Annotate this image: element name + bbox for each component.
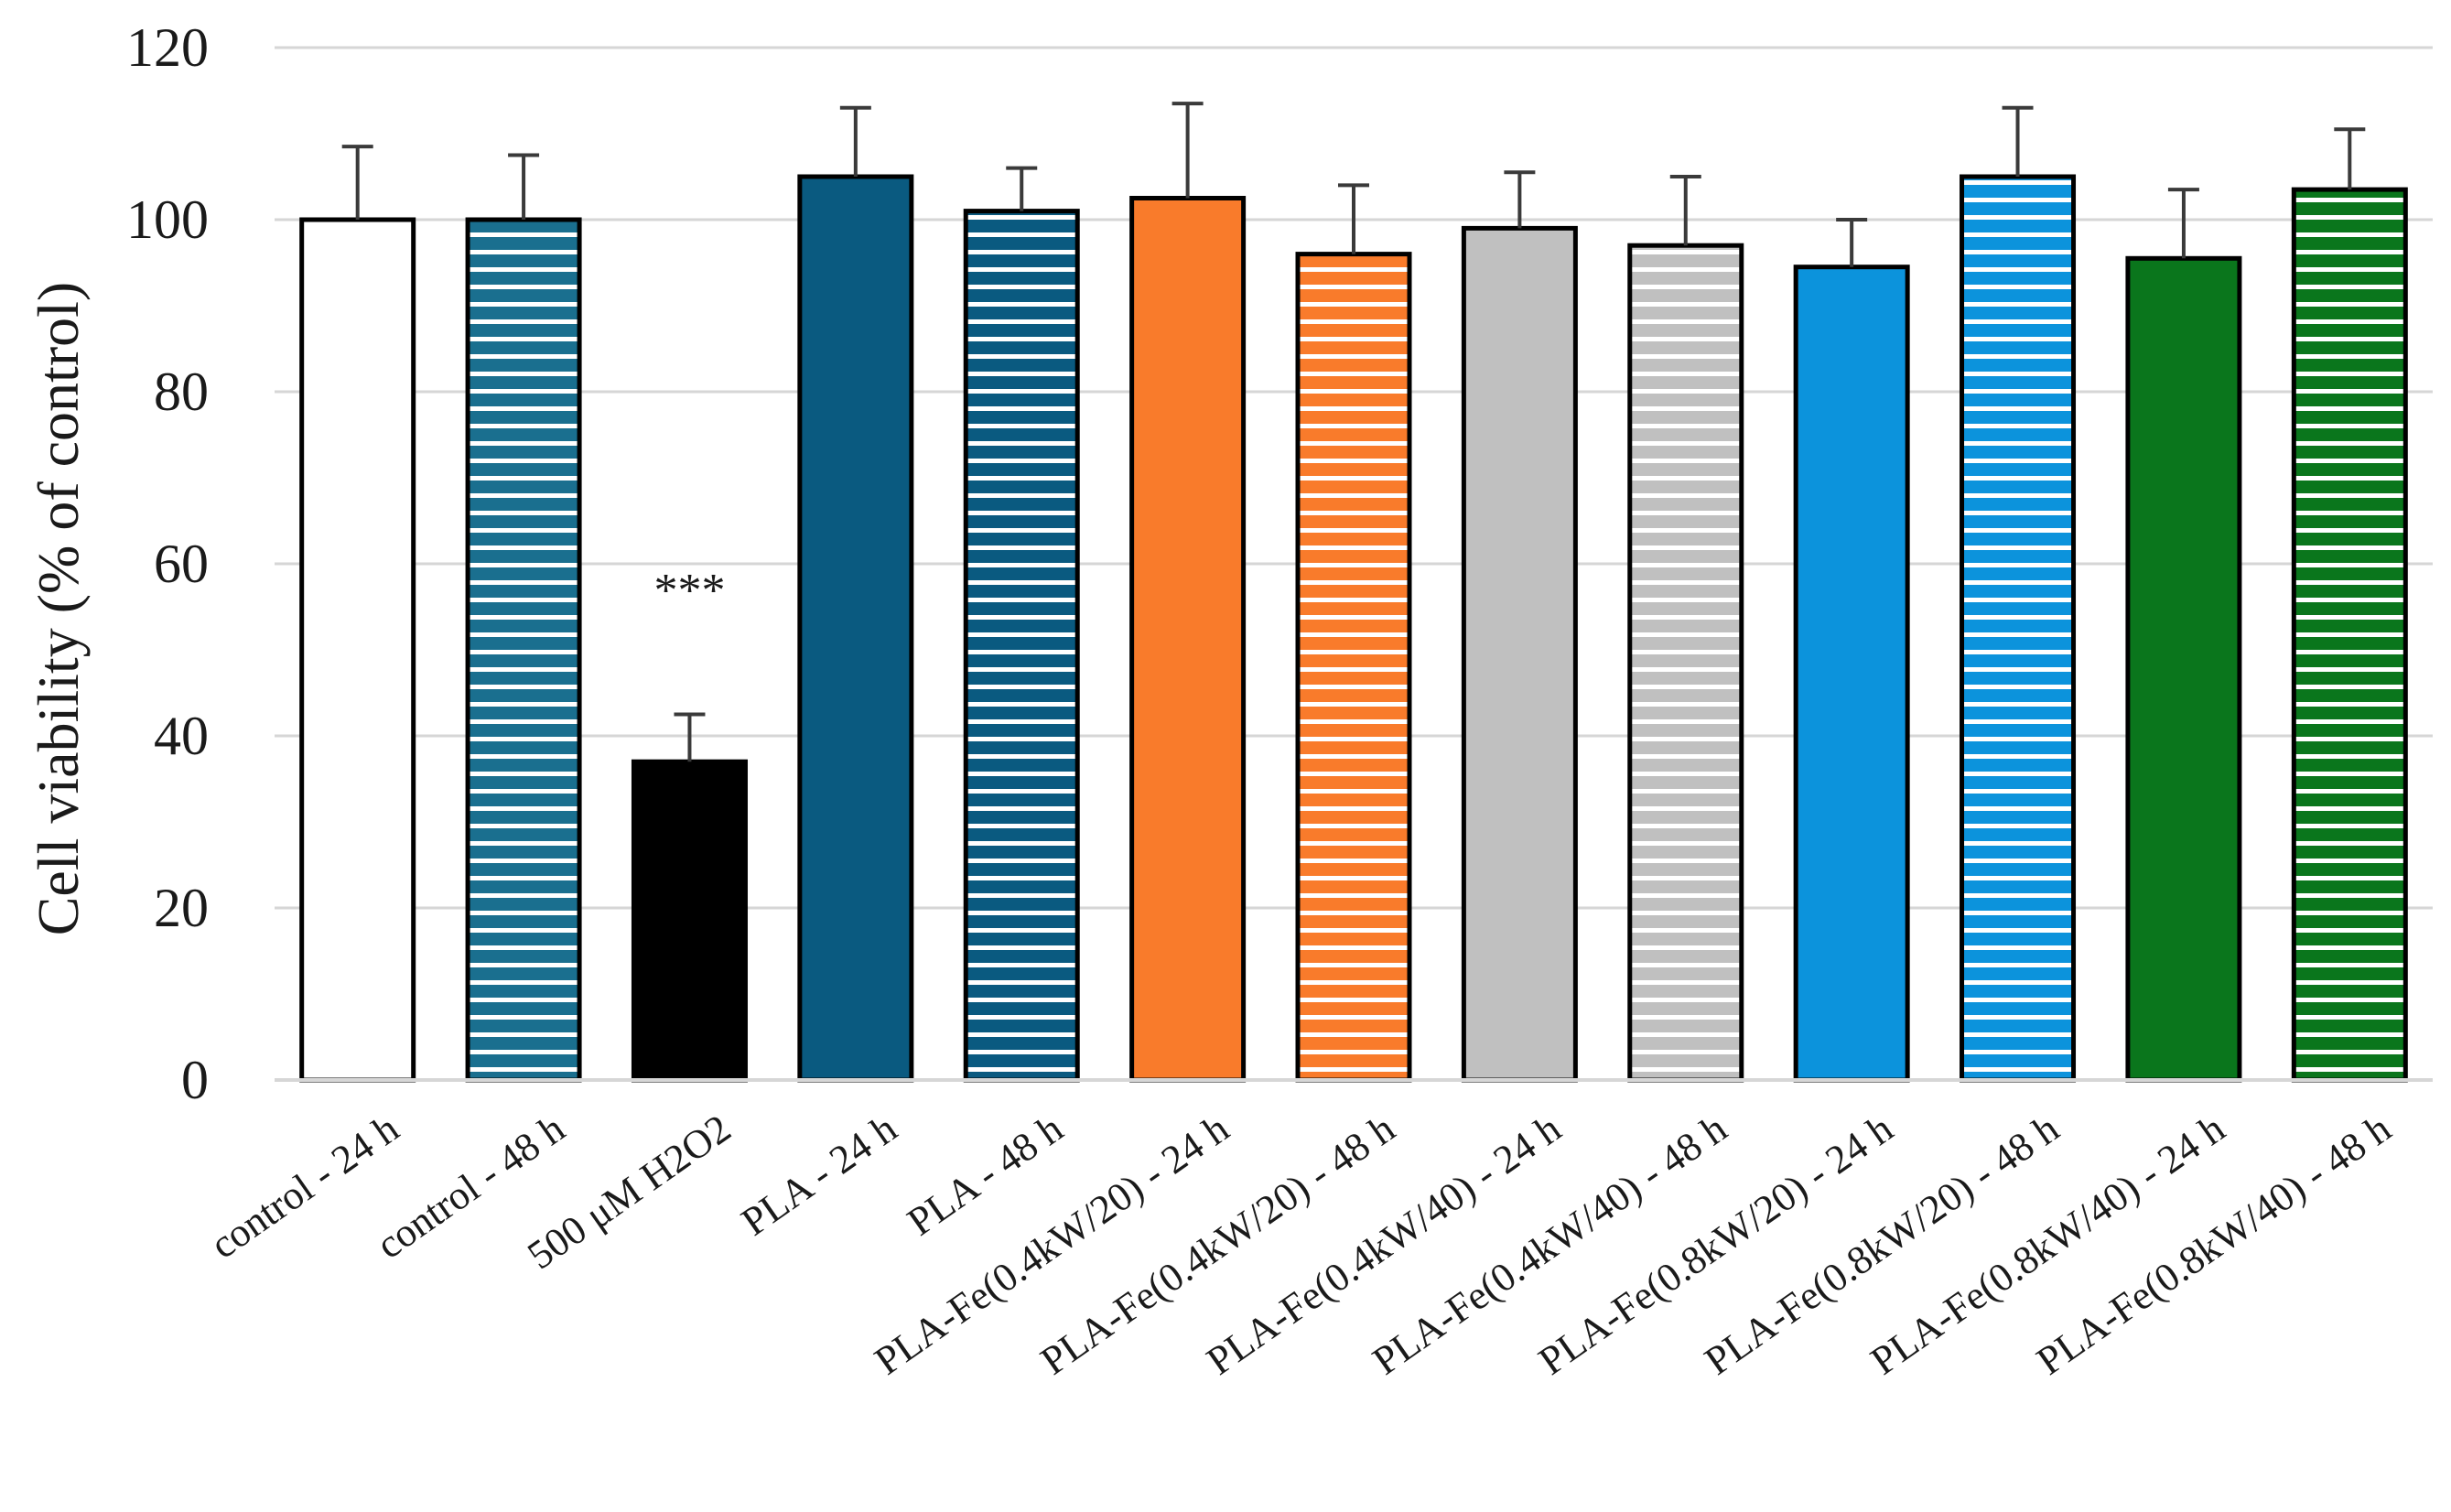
- error-bar: [1836, 218, 1868, 267]
- bar: [1129, 196, 1247, 1083]
- error-bar: [508, 153, 540, 220]
- y-axis-title: Cell viability (% of control): [26, 282, 91, 936]
- error-bar: [2334, 127, 2366, 190]
- bar: [797, 174, 914, 1083]
- y-tick-labels: 0 20 40 60 80 100 120: [126, 17, 209, 1110]
- y-tick-label: 100: [126, 189, 209, 250]
- bar: [2291, 187, 2408, 1083]
- y-tick-label: 20: [154, 878, 209, 938]
- error-bar: [1669, 175, 1701, 246]
- bars: [299, 174, 2408, 1083]
- annotations: ***: [653, 565, 725, 617]
- bar: [1627, 243, 1744, 1083]
- error-bar: [674, 712, 706, 762]
- y-tick-label: 40: [154, 706, 209, 766]
- error-bar: [1504, 170, 1536, 229]
- bar: [1793, 265, 1910, 1083]
- bar: [631, 759, 748, 1083]
- bar: [1295, 252, 1412, 1083]
- bar: [1461, 225, 1578, 1083]
- error-bar: [1172, 102, 1204, 199]
- y-tick-label: 0: [181, 1050, 209, 1110]
- error-bar: [1338, 183, 1369, 254]
- bar: [1960, 174, 2077, 1083]
- error-bar: [1006, 166, 1038, 211]
- error-bar: [839, 105, 871, 177]
- significance-annotation: ***: [653, 565, 725, 617]
- y-tick-label: 80: [154, 362, 209, 422]
- error-bar: [341, 145, 373, 220]
- error-bars: [341, 102, 2366, 762]
- bar: [2125, 255, 2242, 1083]
- y-tick-label: 120: [126, 17, 209, 78]
- error-bar: [2167, 188, 2199, 259]
- error-bar: [2002, 105, 2034, 177]
- x-tick-label: PLA - 24 h: [733, 1106, 904, 1245]
- bar: [465, 217, 582, 1083]
- bar: [299, 217, 416, 1083]
- bar: [963, 209, 1080, 1083]
- y-tick-label: 60: [154, 534, 209, 594]
